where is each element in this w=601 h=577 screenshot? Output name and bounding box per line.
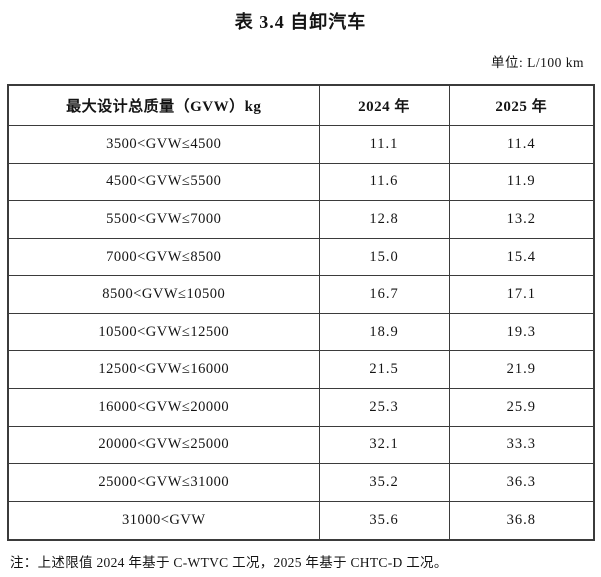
col-header-gvw: 最大设计总质量（GVW）kg (7, 84, 320, 126)
gvw-range-cell: 10500<GVW≤12500 (7, 312, 320, 352)
value-2024-cell: 25.3 (318, 388, 450, 427)
value-2024-cell: 32.1 (318, 425, 450, 465)
col-header-2025: 2025 年 (448, 84, 595, 126)
table-row: 31000<GVW 35.6 36.8 (7, 500, 595, 541)
value-2024-cell: 35.6 (318, 500, 450, 541)
table-row: 5500<GVW≤7000 12.8 13.2 (7, 200, 595, 239)
value-2025-cell: 19.3 (448, 312, 595, 352)
value-2025-cell: 33.3 (448, 425, 595, 465)
value-2025-cell: 36.8 (448, 500, 595, 541)
value-2025-cell: 11.4 (448, 125, 595, 164)
value-2025-cell: 13.2 (448, 200, 595, 239)
value-2024-cell: 11.6 (318, 162, 450, 202)
value-2025-cell: 25.9 (448, 388, 595, 427)
table-row: 3500<GVW≤4500 11.1 11.4 (7, 125, 595, 164)
header-row: 最大设计总质量（GVW）kg 2024 年 2025 年 (7, 84, 595, 126)
gvw-range-cell: 12500<GVW≤16000 (7, 350, 320, 390)
value-2025-cell: 17.1 (448, 275, 595, 314)
fuel-limits-table: 最大设计总质量（GVW）kg 2024 年 2025 年 3500<GVW≤45… (7, 84, 595, 541)
value-2024-cell: 12.8 (318, 200, 450, 239)
value-2024-cell: 35.2 (318, 463, 450, 502)
value-2025-cell: 11.9 (448, 162, 595, 202)
table-row: 10500<GVW≤12500 18.9 19.3 (7, 312, 595, 352)
gvw-range-cell: 20000<GVW≤25000 (7, 425, 320, 465)
table-row: 8500<GVW≤10500 16.7 17.1 (7, 275, 595, 314)
gvw-range-cell: 5500<GVW≤7000 (7, 200, 320, 239)
table-row: 25000<GVW≤31000 35.2 36.3 (7, 463, 595, 502)
value-2024-cell: 18.9 (318, 312, 450, 352)
value-2024-cell: 21.5 (318, 350, 450, 390)
table-row: 20000<GVW≤25000 32.1 33.3 (7, 425, 595, 465)
value-2024-cell: 15.0 (318, 237, 450, 277)
table-row: 16000<GVW≤20000 25.3 25.9 (7, 388, 595, 427)
value-2024-cell: 16.7 (318, 275, 450, 314)
footnote: 注：上述限值 2024 年基于 C-WTVC 工况，2025 年基于 CHTC-… (10, 555, 448, 570)
unit-label: 单位: L/100 km (491, 55, 584, 70)
gvw-range-cell: 31000<GVW (7, 500, 320, 541)
value-2025-cell: 21.9 (448, 350, 595, 390)
table-row: 12500<GVW≤16000 21.5 21.9 (7, 350, 595, 390)
value-2024-cell: 11.1 (318, 125, 450, 164)
gvw-range-cell: 16000<GVW≤20000 (7, 388, 320, 427)
gvw-range-cell: 7000<GVW≤8500 (7, 237, 320, 277)
table-row: 7000<GVW≤8500 15.0 15.4 (7, 237, 595, 277)
col-header-2024: 2024 年 (318, 84, 450, 126)
gvw-range-cell: 3500<GVW≤4500 (7, 125, 320, 164)
table-row: 4500<GVW≤5500 11.6 11.9 (7, 162, 595, 202)
gvw-range-cell: 8500<GVW≤10500 (7, 275, 320, 314)
value-2025-cell: 15.4 (448, 237, 595, 277)
value-2025-cell: 36.3 (448, 463, 595, 502)
gvw-range-cell: 4500<GVW≤5500 (7, 162, 320, 202)
table-title: 表 3.4 自卸汽车 (234, 12, 367, 32)
gvw-range-cell: 25000<GVW≤31000 (7, 463, 320, 502)
